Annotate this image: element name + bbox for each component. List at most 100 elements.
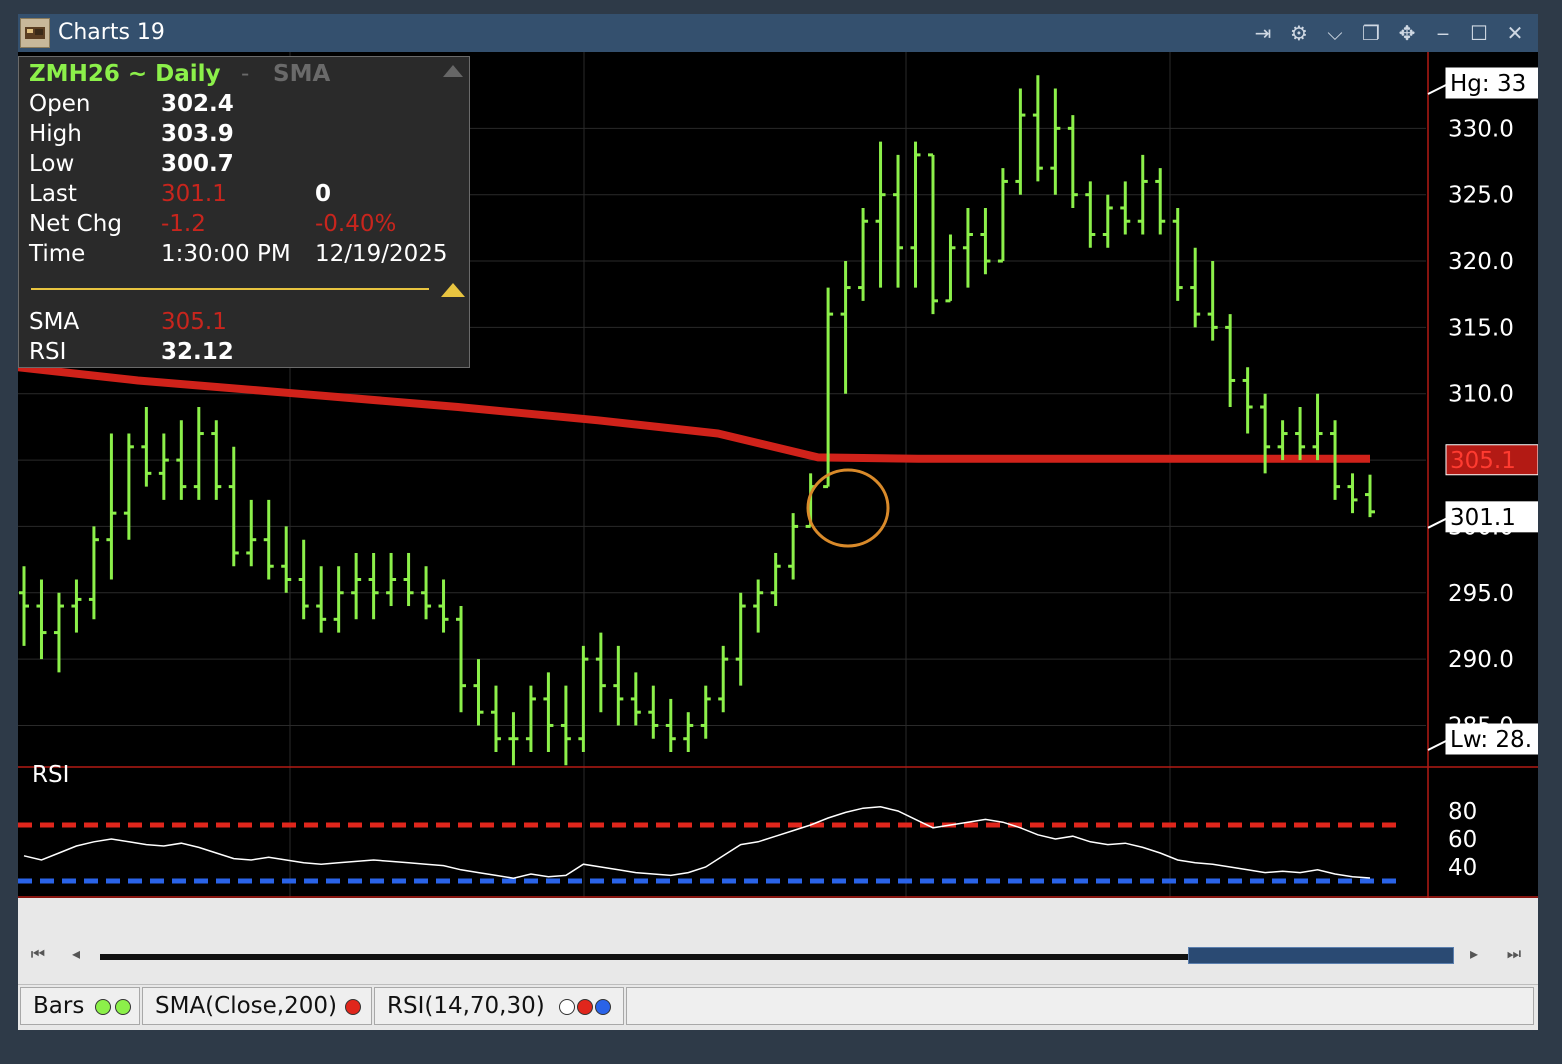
ohlc-bar: [403, 552, 414, 607]
scroll-right-icon[interactable]: ▸: [1469, 944, 1479, 963]
collapse-icon[interactable]: [443, 65, 463, 77]
scroll-start-icon[interactable]: ⏮: [30, 944, 46, 963]
ohlc-bar: [927, 153, 938, 315]
minimize-icon[interactable]: ‒: [1436, 21, 1450, 45]
netchg-value: -1.2: [161, 211, 206, 237]
bars-layer: [19, 75, 1375, 766]
ohlc-bar: [665, 698, 676, 752]
ohlc-bar: [1120, 181, 1131, 235]
ohlc-bar: [735, 592, 746, 686]
study-legend-bar: Bars SMA(Close,200) RSI(14,70,30): [18, 984, 1538, 1027]
ohlc-bar: [1365, 474, 1375, 518]
sma-layer: [18, 363, 1370, 463]
ohlc-bar: [700, 685, 711, 739]
low-price-box: Lw: 28.: [1427, 723, 1538, 755]
ohlc-bar: [980, 207, 991, 275]
ohlc-bar: [1137, 154, 1148, 235]
legend-item-bars[interactable]: Bars: [20, 987, 140, 1025]
ohlc-bar: [158, 433, 169, 500]
ohlc-bar: [1312, 393, 1323, 461]
time-label: Time: [29, 241, 86, 267]
maximize-icon[interactable]: ☐: [1470, 21, 1488, 45]
last-price-box: 301.1: [1427, 501, 1538, 533]
ohlc-bar: [893, 154, 904, 288]
rsi-line: [23, 806, 1371, 879]
last-volume: 0: [315, 181, 332, 207]
ohlc-bar: [1050, 88, 1061, 195]
ohlc-bar: [1295, 407, 1306, 461]
time-scrollbar[interactable]: ⏮ ◂ ▸ ⏭: [18, 938, 1538, 974]
low-label: Low: [29, 151, 75, 177]
scroll-end-icon[interactable]: ⏭: [1506, 944, 1522, 963]
price-tick-label: 315.0: [1448, 315, 1514, 341]
ohlc-bar: [945, 234, 956, 303]
legend-empty-area: [626, 987, 1534, 1025]
ohlc-bar: [123, 433, 134, 540]
ohlc-bar: [578, 645, 589, 752]
ohlc-bar: [683, 712, 694, 752]
gear-icon[interactable]: ⚙: [1290, 21, 1308, 45]
sma-value: 305.1: [161, 309, 227, 335]
ohlc-bar: [1207, 261, 1218, 341]
app-icon: [20, 18, 50, 48]
rsi-value: 32.12: [161, 339, 234, 365]
close-icon[interactable]: ✕: [1506, 21, 1524, 45]
info-panel[interactable]: ZMH26 ~ Daily - SMA Open 302.4 High 303.…: [18, 56, 470, 368]
time-value: 1:30:00 PM: [161, 241, 291, 267]
copy-icon[interactable]: ❐: [1362, 21, 1380, 45]
sma-label: SMA: [29, 309, 80, 335]
price-box: [1445, 501, 1538, 533]
chart-area[interactable]: RSI 330.0325.0320.0315.0310.0305.0300.02…: [18, 52, 1538, 898]
warning-icon[interactable]: [441, 283, 465, 297]
ohlc-bar: [1032, 75, 1043, 182]
scroll-track[interactable]: [100, 954, 1454, 960]
sma-price-box: 305.1: [1445, 444, 1538, 476]
move-icon[interactable]: ✥: [1398, 21, 1416, 45]
rsi-panel-title: RSI: [32, 762, 69, 788]
price-chart[interactable]: RSI 330.0325.0320.0315.0310.0305.0300.02…: [18, 52, 1538, 898]
ohlc-bar: [71, 579, 82, 633]
legend-label: RSI(14,70,30): [387, 993, 545, 1019]
ohlc-bar: [875, 141, 886, 288]
ohlc-bar: [176, 420, 187, 500]
ohlc-bar: [88, 526, 99, 620]
ohlc-bar: [1015, 88, 1026, 195]
ohlc-bar: [19, 566, 29, 646]
legend-item-sma[interactable]: SMA(Close,200): [142, 987, 372, 1025]
ohlc-bar: [438, 579, 449, 633]
legend-dot: [577, 999, 593, 1015]
ohlc-bar: [386, 552, 397, 607]
ohlc-bar: [997, 168, 1008, 263]
ohlc-bar: [298, 539, 309, 620]
scroll-thumb[interactable]: [1188, 947, 1454, 964]
ohlc-bar: [316, 566, 327, 633]
ohlc-bar: [1190, 247, 1201, 328]
ohlc-bar: [788, 513, 799, 580]
ohlc-bar: [106, 433, 117, 580]
ohlc-bar: [910, 141, 921, 288]
ohlc-bar: [840, 261, 851, 394]
rsi-label: RSI: [29, 339, 67, 365]
ohlc-bar: [823, 287, 834, 489]
last-value: 301.1: [161, 181, 227, 207]
price-tick-label: 290.0: [1448, 647, 1514, 673]
open-value: 302.4: [161, 91, 234, 117]
ohlc-bar: [351, 552, 362, 620]
separator-dash: -: [241, 61, 250, 87]
legend-label: SMA(Close,200): [155, 993, 337, 1019]
ohlc-bar: [1330, 420, 1341, 500]
price-box-text: Lw: 28.: [1450, 727, 1532, 753]
price-tick-label: 325.0: [1448, 183, 1514, 209]
legend-item-rsi[interactable]: RSI(14,70,30): [374, 987, 624, 1025]
rsi-tick-label: 40: [1448, 855, 1477, 881]
ohlc-bar: [228, 446, 239, 567]
chevron-down-icon[interactable]: ⌵: [1327, 21, 1343, 45]
ohlc-bar: [1277, 420, 1288, 461]
ohlc-bar: [1067, 115, 1078, 208]
ohlc-bar: [543, 672, 554, 752]
price-box-text: Hg: 33: [1450, 71, 1526, 97]
sma-line: [18, 363, 1370, 463]
scroll-left-icon[interactable]: ◂: [71, 944, 81, 963]
title-bar[interactable]: Charts 19 ⇥ ⚙ ⌵ ❐ ✥ ‒ ☐ ✕: [18, 14, 1538, 52]
link-icon[interactable]: ⇥: [1254, 21, 1272, 45]
